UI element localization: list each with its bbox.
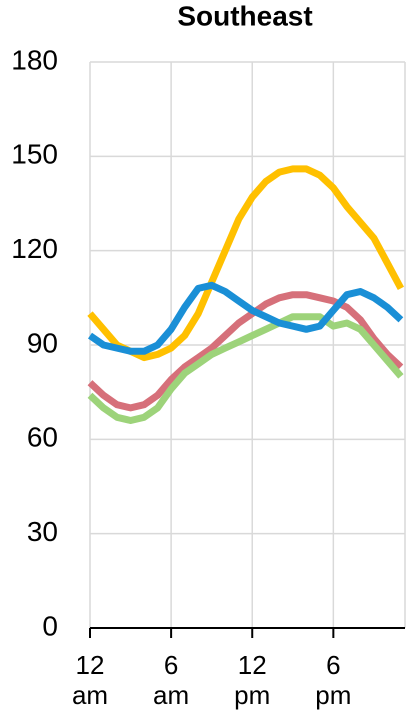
y-tick-label: 90 [27, 327, 58, 358]
y-tick-label: 120 [11, 233, 58, 264]
line-series [88, 281, 404, 355]
line-series [87, 165, 404, 362]
x-tick-label: 6 pm [315, 650, 352, 710]
y-tick-label: 150 [11, 139, 58, 170]
y-tick-label: 180 [11, 44, 58, 75]
y-tick-label: 30 [27, 516, 58, 547]
x-tick-label: 12 am [71, 650, 109, 710]
y-tick-label: 0 [42, 610, 58, 641]
line-series [87, 313, 404, 424]
y-tick-label: 60 [27, 422, 58, 453]
x-tick-label: 12 pm [234, 650, 271, 710]
line-series [87, 291, 404, 412]
x-tick-label: 6 am [153, 650, 190, 710]
chart-title: Southeast [177, 0, 312, 31]
